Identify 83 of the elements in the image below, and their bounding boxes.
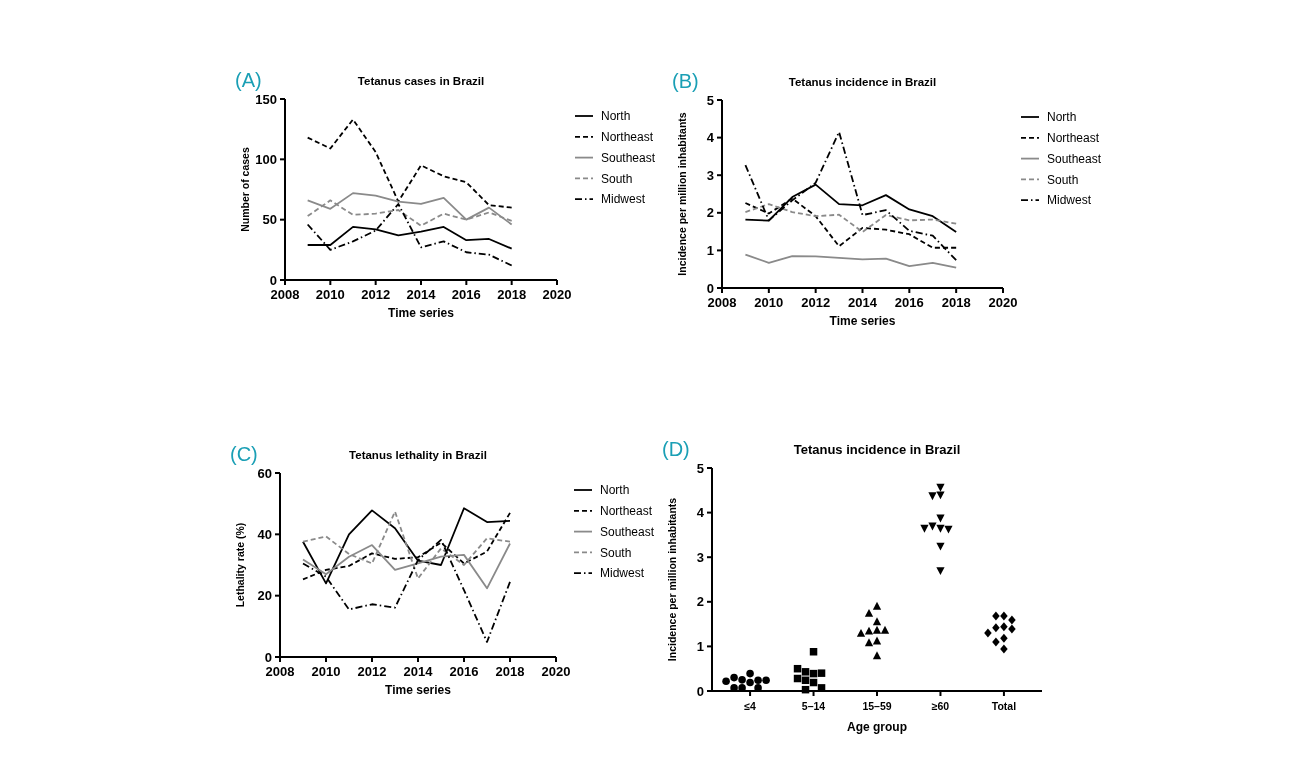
- y-tick-label: 3: [696, 549, 704, 565]
- x-tick-label: 2020: [542, 287, 572, 302]
- x-tick-label: 5–14: [801, 700, 826, 712]
- chart-title: Tetanus incidence in Brazil: [793, 442, 961, 457]
- legend-label: Northeast: [601, 130, 654, 144]
- x-tick-label: 2018: [495, 664, 525, 679]
- y-tick-label: 2: [696, 594, 704, 610]
- x-tick-label: 2020: [541, 664, 571, 679]
- x-tick-label: 2010: [754, 295, 784, 310]
- x-tick-label: 2014: [848, 295, 878, 310]
- legend-label: Southeast: [601, 150, 656, 165]
- x-tick-label: 2016: [449, 664, 479, 679]
- y-tick-label: 4: [696, 505, 705, 521]
- x-tick-label: Total: [991, 700, 1017, 712]
- x-tick-label: 2012: [357, 664, 387, 679]
- x-tick-label: 2016: [451, 287, 481, 302]
- x-tick-label: ≤4: [744, 700, 757, 712]
- y-tick-label: 0: [696, 683, 704, 699]
- y-axis-title: Number of cases: [239, 147, 251, 232]
- y-tick-label: 50: [262, 212, 277, 228]
- x-tick-label: 2012: [801, 295, 831, 310]
- y-tick-label: 4: [706, 130, 715, 146]
- legend-label: North: [601, 109, 631, 124]
- text: (C): [230, 443, 258, 465]
- y-tick-label: 1: [696, 638, 704, 654]
- x-tick-label: 2008: [270, 287, 300, 302]
- text: (A): [235, 69, 262, 91]
- y-tick-label: 0: [264, 649, 272, 665]
- x-tick-label: 2014: [403, 664, 434, 679]
- line-series: [744, 203, 958, 233]
- legend-label: Northeast: [1047, 131, 1100, 145]
- x-tick-label: 2010: [315, 287, 345, 302]
- legend-label: South: [1047, 172, 1079, 187]
- legend-label: South: [601, 171, 633, 186]
- y-tick-label: 40: [257, 526, 272, 542]
- chart-title: Tetanus lethality in Brazil: [349, 449, 487, 461]
- x-tick-label: 2020: [988, 295, 1018, 310]
- x-tick-label: 2010: [311, 664, 341, 679]
- chart-title: Tetanus incidence in Brazil: [788, 76, 937, 88]
- legend-label: Midwest: [600, 566, 645, 581]
- x-tick-label: 2008: [707, 295, 737, 310]
- y-axis-title: Lethality rate (%): [234, 522, 246, 608]
- y-tick-label: 100: [255, 151, 277, 167]
- x-tick-label: 2008: [265, 664, 295, 679]
- x-axis-title: Time series: [388, 306, 455, 320]
- legend-label: North: [600, 483, 630, 498]
- line-series: [306, 192, 513, 226]
- y-tick-label: 5: [706, 92, 714, 108]
- y-tick-label: 0: [269, 272, 277, 288]
- legend-label: Midwest: [601, 192, 646, 207]
- x-tick-label: 2012: [361, 287, 391, 302]
- legend-label: North: [1047, 110, 1077, 125]
- legend-label: Southeast: [600, 524, 655, 539]
- x-axis-title: Time series: [385, 683, 452, 697]
- line-series: [744, 131, 958, 262]
- x-tick-label: 2016: [894, 295, 924, 310]
- y-tick-label: 20: [257, 588, 272, 604]
- y-tick-label: 60: [257, 465, 272, 481]
- y-axis-title: Incidence per million inhabitants: [676, 112, 688, 276]
- x-tick-label: 2014: [406, 287, 437, 302]
- x-tick-label: 2018: [941, 295, 971, 310]
- y-tick-label: 1: [706, 242, 714, 258]
- x-tick-label: 2018: [497, 287, 527, 302]
- x-tick-label: ≥60: [931, 700, 950, 712]
- x-axis-title: Age group: [847, 720, 907, 734]
- legend-label: Northeast: [600, 504, 653, 518]
- text: (D): [662, 438, 690, 460]
- legend-label: South: [600, 545, 632, 560]
- line-series: [306, 203, 513, 267]
- y-tick-label: 150: [255, 91, 277, 107]
- y-axis-title: Incidence per million inhabitants: [666, 497, 678, 662]
- legend-label: Midwest: [1047, 193, 1092, 208]
- legend-label: Southeast: [1047, 151, 1102, 166]
- line-series: [744, 253, 958, 269]
- x-axis-title: Time series: [829, 314, 896, 328]
- y-tick-label: 2: [706, 205, 714, 221]
- y-tick-label: 0: [706, 280, 714, 296]
- text: (B): [672, 70, 699, 92]
- chart-title: Tetanus cases in Brazil: [357, 75, 485, 87]
- y-tick-label: 3: [706, 167, 714, 183]
- x-tick-label: 15–59: [862, 700, 892, 712]
- y-tick-label: 5: [696, 460, 704, 476]
- line-series: [306, 118, 513, 209]
